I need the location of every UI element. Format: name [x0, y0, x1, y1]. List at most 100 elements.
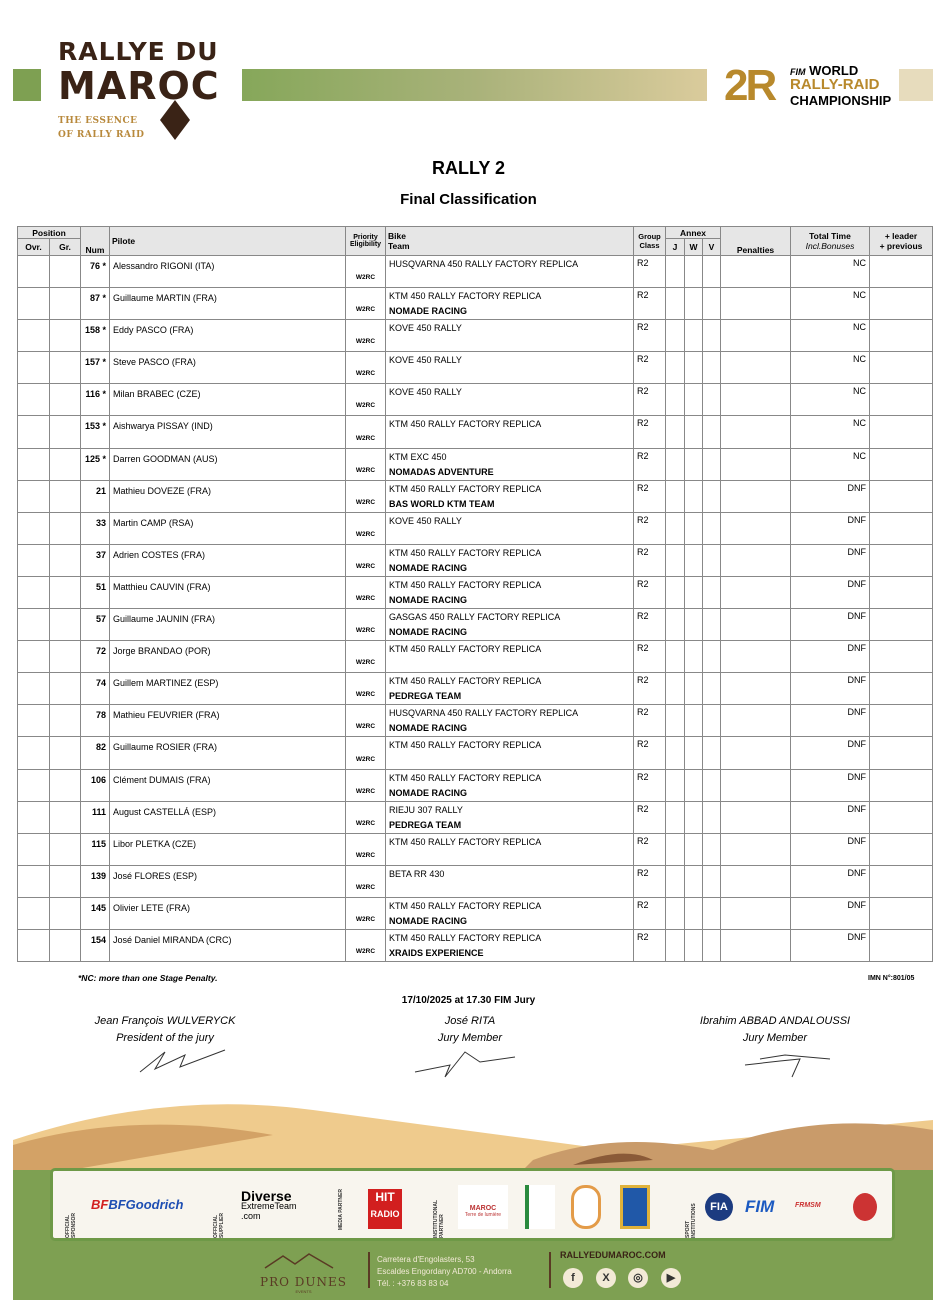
header-band-right	[899, 69, 933, 101]
priority-cell: W2RC	[345, 896, 386, 930]
penalties-cell	[720, 543, 791, 577]
annex-w-cell	[684, 511, 703, 545]
table-row: 145 Olivier LETE (FRA) W2RC KTM 450 RALLY F…	[17, 896, 933, 930]
leader-gap-cell	[869, 287, 933, 321]
table-row: 72 Jorge BRANDAO (POR) W2RC KTM 450 RALLY F…	[17, 640, 933, 674]
desert-dunes-illustration	[13, 1090, 933, 1180]
jury-datetime: 17/10/2025 at 17.30 FIM Jury	[401, 995, 536, 1006]
annex-j-cell	[665, 383, 685, 417]
annex-v-cell	[702, 383, 721, 417]
total-time-cell: DNF	[790, 864, 870, 898]
institutional-partner-label: INSTITUTIONAL PARTNER	[433, 1200, 445, 1238]
bike-name: KTM EXC 450	[389, 451, 447, 462]
facebook-icon[interactable]: f	[563, 1268, 583, 1288]
gr-cell	[49, 768, 81, 802]
class-cell: R2	[633, 768, 666, 802]
class-cell: R2	[633, 447, 666, 481]
priority-cell: W2RC	[345, 640, 386, 674]
team-name: PEDREGA TEAM	[389, 819, 462, 830]
priority-cell: W2RC	[345, 447, 386, 481]
annex-j-cell	[665, 575, 685, 610]
leader-gap-cell	[869, 800, 933, 834]
total-time-cell: DNF	[790, 800, 870, 834]
total-time-cell: DNF	[790, 928, 870, 963]
num-cell: 139	[80, 864, 110, 898]
class-cell: R2	[633, 608, 666, 642]
num-cell: 116 *	[80, 383, 110, 417]
media-partner-label: MEDIA PARTNER	[338, 1189, 344, 1231]
annex-w-cell	[684, 447, 703, 481]
divider	[549, 1252, 551, 1288]
total-time-cell: DNF	[790, 543, 870, 577]
website-link[interactable]: RALLYEDUMAROC.COM	[560, 1250, 666, 1260]
pilote-cell: Guillem MARTINEZ (ESP)	[109, 672, 346, 706]
pilote-cell: Adrien COSTES (FRA)	[109, 543, 346, 577]
youtube-icon[interactable]: ▶	[661, 1268, 681, 1288]
priority-cell: W2RC	[345, 479, 386, 513]
ovr-cell	[17, 511, 50, 545]
gr-cell	[49, 543, 81, 577]
table-row: 116 * Milan BRABEC (CZE) W2RC KOVE 450 RALL…	[17, 383, 933, 417]
bike-name: KTM 450 RALLY FACTORY REPLICA	[389, 579, 542, 590]
class-cell: R2	[633, 736, 666, 770]
leader-gap-cell	[869, 447, 933, 481]
logo-tag2: OF RALLY RAID	[58, 130, 145, 140]
header-gr: Gr.	[49, 238, 81, 256]
class-cell: R2	[633, 704, 666, 738]
header-j: J	[665, 238, 685, 256]
class-cell: R2	[633, 319, 666, 353]
annex-w-cell	[684, 768, 703, 802]
x-icon[interactable]: X	[596, 1268, 616, 1288]
num-cell: 74	[80, 672, 110, 706]
penalties-cell	[720, 383, 791, 417]
bike-cell: GASGAS 450 RALLY FACTORY REPLICA NOMADE R…	[385, 608, 634, 642]
total-time-cell: NC	[790, 447, 870, 481]
annex-j-cell	[665, 287, 685, 321]
ovr-cell	[17, 608, 50, 642]
bike-cell: HUSQVARNA 450 RALLY FACTORY REPLICA NOMAD…	[385, 704, 634, 738]
instagram-icon[interactable]: ◎	[628, 1268, 648, 1288]
diverse-logo: Diverse ExtremeTeam .com	[241, 1188, 297, 1221]
penalties-cell	[720, 736, 791, 770]
team-name: NOMADAS ADVENTURE	[389, 466, 494, 477]
gr-cell	[49, 351, 81, 385]
annex-w-cell	[684, 672, 703, 706]
pilote-cell: Jorge BRANDAO (POR)	[109, 640, 346, 674]
pilote-cell: Guillaume ROSIER (FRA)	[109, 736, 346, 770]
annex-j-cell	[665, 832, 685, 866]
ovr-cell	[17, 319, 50, 353]
leader-gap-cell	[869, 928, 933, 963]
divider	[368, 1252, 370, 1288]
gr-cell	[49, 832, 81, 866]
classification-table: Position Num Pilote Priority Eligibility …	[17, 226, 933, 963]
bike-cell: HUSQVARNA 450 RALLY FACTORY REPLICA	[385, 254, 634, 289]
penalties-cell	[720, 864, 791, 898]
annex-v-cell	[702, 736, 721, 770]
annex-w-cell	[684, 896, 703, 930]
bike-cell: KTM 450 RALLY FACTORY REPLICA NOMADE RACI…	[385, 543, 634, 577]
bike-name: HUSQVARNA 450 RALLY FACTORY REPLICA	[389, 708, 579, 719]
bike-name: KTM 450 RALLY FACTORY REPLICA	[389, 900, 542, 911]
num-cell: 158 *	[80, 319, 110, 353]
gr-cell	[49, 575, 81, 610]
penalties-cell	[720, 928, 791, 963]
institution-logo-2	[571, 1185, 601, 1229]
leader-gap-cell	[869, 832, 933, 866]
priority-cell: W2RC	[345, 511, 386, 545]
penalties-cell	[720, 800, 791, 834]
priority-cell: W2RC	[345, 928, 386, 963]
annex-j-cell	[665, 928, 685, 963]
total-time-cell: NC	[790, 287, 870, 321]
table-row: 82 Guillaume ROSIER (FRA) W2RC KTM 450 RALL…	[17, 736, 933, 770]
pilote-cell: Matthieu CAUVIN (FRA)	[109, 575, 346, 610]
total-time-cell: DNF	[790, 736, 870, 770]
table-row: 106 Clément DUMAIS (FRA) W2RC KTM 450 RALLY…	[17, 768, 933, 802]
annex-j-cell	[665, 543, 685, 577]
leader-gap-cell	[869, 768, 933, 802]
header-total-time: Total Time Incl.Bonuses	[790, 226, 870, 256]
gr-cell	[49, 800, 81, 834]
priority-cell: W2RC	[345, 608, 386, 642]
fim-logo: FIM	[745, 1197, 775, 1216]
frmsm-logo: FRMSM	[795, 1202, 821, 1209]
num-cell: 76 *	[80, 254, 110, 289]
